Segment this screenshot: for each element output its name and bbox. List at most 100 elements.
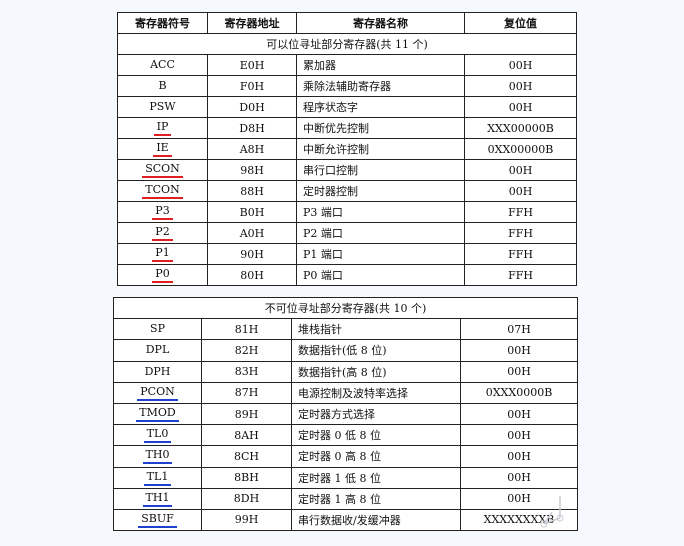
register-address: 80H: [240, 268, 264, 282]
reset-value: 00H: [508, 79, 533, 93]
register-address-cell: A0H: [207, 222, 297, 244]
register-name-cell: 串行口控制: [296, 159, 465, 181]
reset-value: FFH: [508, 205, 533, 219]
register-address: 8AH: [234, 428, 259, 442]
register-name: 电源控制及波特率选择: [298, 386, 408, 400]
reset-value-cell: 00H: [459, 424, 579, 447]
reset-value: 00H: [508, 58, 533, 72]
register-symbol-cell: TH0: [113, 445, 202, 468]
register-name-cell: P3 端口: [296, 201, 465, 223]
register-address-cell: 8DH: [201, 487, 292, 510]
reset-value-cell: 00H: [459, 445, 579, 468]
reset-value-cell: 00H: [459, 402, 579, 426]
register-name-cell: P1 端口: [296, 243, 465, 265]
reset-value: 0XXX0000B: [485, 386, 553, 400]
register-address-cell: 81H: [201, 318, 292, 341]
register-symbol-cell: PSW: [117, 96, 208, 118]
register-symbol-cell: P1: [117, 243, 208, 265]
register-symbol: PCON: [137, 385, 178, 401]
register-name: 定时器 0 高 8 位: [298, 450, 381, 464]
register-name-cell: 数据指针(低 8 位): [291, 339, 461, 362]
header-name: 寄存器名称: [296, 12, 465, 34]
register-address-cell: 8CH: [201, 445, 292, 468]
register-address: F0H: [239, 79, 265, 93]
register-address: 8DH: [233, 492, 260, 506]
register-symbol-cell: SBUF: [113, 508, 202, 532]
reset-value-cell: FFH: [464, 243, 577, 265]
register-address: 83H: [234, 365, 259, 379]
register-symbol: DPL: [145, 343, 170, 357]
table-row: P3 B0H P3 端口 FFH: [117, 201, 577, 223]
register-symbol: P1: [152, 246, 173, 262]
register-symbol: P2: [152, 225, 173, 241]
table-row: SCON 98H 串行口控制 00H: [117, 159, 577, 181]
table-row: TMOD 89H 定时器方式选择 00H: [113, 402, 579, 426]
register-name-cell: 中断优先控制: [296, 117, 465, 139]
reset-value-cell: XXX00000B: [464, 117, 577, 139]
register-address: 89H: [234, 407, 259, 421]
logo-icon: [540, 496, 564, 528]
register-name: 定时器 0 低 8 位: [298, 429, 381, 443]
register-address-cell: 99H: [201, 508, 292, 532]
header-symbol: 寄存器符号: [117, 12, 208, 34]
register-address-cell: 89H: [201, 402, 292, 426]
register-name-cell: 定时器 0 高 8 位: [291, 445, 461, 468]
register-symbol-cell: IP: [117, 117, 208, 139]
register-address: 90H: [240, 247, 264, 261]
register-address: A0H: [239, 226, 265, 240]
register-address: 98H: [240, 163, 264, 177]
table-row: IP D8H 中断优先控制 XXX00000B: [117, 117, 577, 139]
register-name-cell: 程序状态字: [296, 96, 465, 118]
register-name: 中断优先控制: [303, 122, 369, 135]
reset-value: 00H: [507, 428, 531, 442]
table-row: TL1 8BH 定时器 1 低 8 位 00H: [113, 466, 579, 489]
header-reset: 复位值: [464, 12, 577, 34]
register-address: A8H: [239, 142, 265, 156]
register-name: 累加器: [303, 59, 336, 72]
register-symbol-cell: TL0: [113, 424, 202, 447]
register-address-cell: D0H: [207, 96, 297, 118]
register-symbol: SBUF: [138, 512, 177, 528]
reset-value: FFH: [508, 226, 533, 240]
register-name: P1 端口: [303, 248, 343, 261]
register-name: P0 端口: [303, 269, 343, 282]
register-symbol-cell: SCON: [117, 159, 208, 181]
register-symbol: PSW: [149, 100, 176, 113]
section-title: 不可位寻址部分寄存器(共 10 个): [112, 296, 579, 320]
register-address-cell: 80H: [207, 264, 297, 286]
register-address-cell: F0H: [207, 75, 297, 97]
register-address-cell: 90H: [207, 243, 297, 265]
register-name-cell: 定时器方式选择: [291, 402, 461, 426]
register-address-cell: 8AH: [201, 424, 292, 447]
register-symbol: TH1: [142, 491, 173, 507]
register-address: E0H: [239, 58, 265, 72]
register-name-cell: P2 端口: [296, 222, 465, 244]
register-symbol-cell: P2: [117, 222, 208, 244]
table-row: P2 A0H P2 端口 FFH: [117, 222, 577, 244]
register-symbol: IE: [153, 141, 172, 157]
register-name-cell: 串行数据收/发缓冲器: [291, 508, 461, 532]
table-row: TL0 8AH 定时器 0 低 8 位 00H: [113, 424, 579, 447]
register-address: 82H: [234, 343, 259, 357]
table-row: DPL 82H 数据指针(低 8 位) 00H: [113, 339, 579, 362]
register-address-cell: B0H: [207, 201, 297, 223]
reset-value-cell: 0XXX0000B: [459, 381, 579, 404]
register-address-cell: 8BH: [201, 466, 292, 489]
reset-value-cell: 00H: [464, 54, 577, 76]
register-name-cell: 定时器控制: [296, 180, 465, 202]
register-address: 88H: [240, 184, 264, 198]
register-name-cell: 定时器 0 低 8 位: [291, 424, 461, 447]
register-name-cell: P0 端口: [296, 264, 465, 286]
reset-value-cell: FFH: [464, 222, 577, 244]
register-name: 定时器控制: [303, 185, 358, 198]
reset-value-cell: FFH: [464, 201, 577, 223]
table-row: P0 80H P0 端口 FFH: [117, 264, 577, 286]
table-row: TH1 8DH 定时器 1 高 8 位 00H: [113, 487, 579, 510]
reset-value: FFH: [508, 268, 533, 282]
register-address-cell: 82H: [201, 339, 292, 362]
register-name-cell: 累加器: [296, 54, 465, 76]
register-symbol: IP: [153, 120, 172, 136]
register-name: 程序状态字: [303, 101, 358, 114]
reset-value: 00H: [508, 184, 533, 198]
register-symbol-cell: PCON: [113, 381, 202, 404]
